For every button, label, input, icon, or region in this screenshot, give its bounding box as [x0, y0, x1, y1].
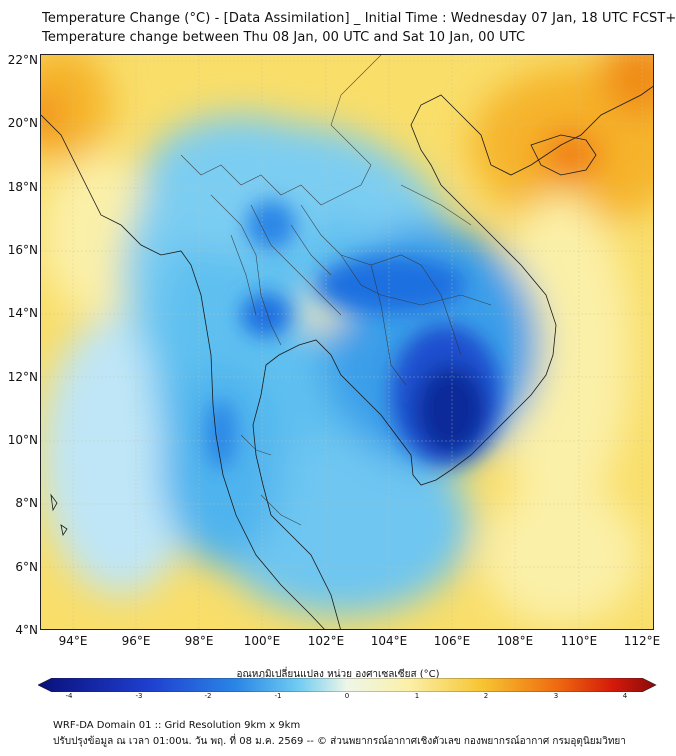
lat-label-22n: 22°N [7, 53, 38, 67]
map-canvas [41, 55, 653, 629]
lon-label-104e: 104°E [370, 634, 408, 648]
legend-title: อุณหภูมิเปลี่ยนแปลง หน่วย องศาเซลเซียส (… [236, 669, 440, 680]
lat-label-18n: 18°N [7, 180, 38, 194]
lon-label-106e: 106°E [433, 634, 471, 648]
colorbar-tick: -4 [65, 692, 73, 700]
colorbar-tick: 1 [414, 692, 420, 700]
lon-label-98e: 98°E [184, 634, 214, 648]
colorbar-tick: 3 [553, 692, 559, 700]
lon-label-112e: 112°E [623, 634, 661, 648]
footer-update-info: ปรับปรุงข้อมูล ณ เวลา 01:00น. วัน พฤ. ที… [53, 736, 626, 747]
lat-label-6n: 6°N [15, 560, 38, 574]
colorbar-tick: 4 [622, 692, 628, 700]
colorbar-tick: -3 [135, 692, 143, 700]
coastline [41, 85, 653, 629]
lat-label-16n: 16°N [7, 243, 38, 257]
temperature-change-map [40, 54, 654, 630]
graticule [41, 55, 653, 629]
lat-label-12n: 12°N [7, 370, 38, 384]
lon-label-100e: 100°E [243, 634, 281, 648]
country-borders [180, 55, 492, 526]
colorbar-tick: -2 [204, 692, 212, 700]
colorbar-tick: -1 [274, 692, 282, 700]
lon-label-108e: 108°E [496, 634, 534, 648]
footer-model-info: WRF-DA Domain 01 :: Grid Resolution 9km … [53, 720, 301, 731]
lat-label-20n: 20°N [7, 116, 38, 130]
colorbar-gradient [38, 678, 657, 692]
lon-label-94e: 94°E [58, 634, 88, 648]
lon-label-110e: 110°E [560, 634, 598, 648]
colorbar-tick: 2 [483, 692, 489, 700]
colorbar-tick: 0 [344, 692, 350, 700]
map-title: Temperature Change (°C) - [Data Assimila… [42, 11, 676, 26]
lat-label-10n: 10°N [7, 433, 38, 447]
lon-label-96e: 96°E [121, 634, 151, 648]
lat-label-8n: 8°N [15, 496, 38, 510]
lat-label-14n: 14°N [7, 306, 38, 320]
cold-core-layer [206, 200, 501, 470]
colorbar [38, 678, 657, 692]
lon-label-102e: 102°E [307, 634, 345, 648]
lat-label-4n: 4°N [15, 623, 38, 637]
map-subtitle: Temperature change between Thu 08 Jan, 0… [42, 30, 526, 45]
